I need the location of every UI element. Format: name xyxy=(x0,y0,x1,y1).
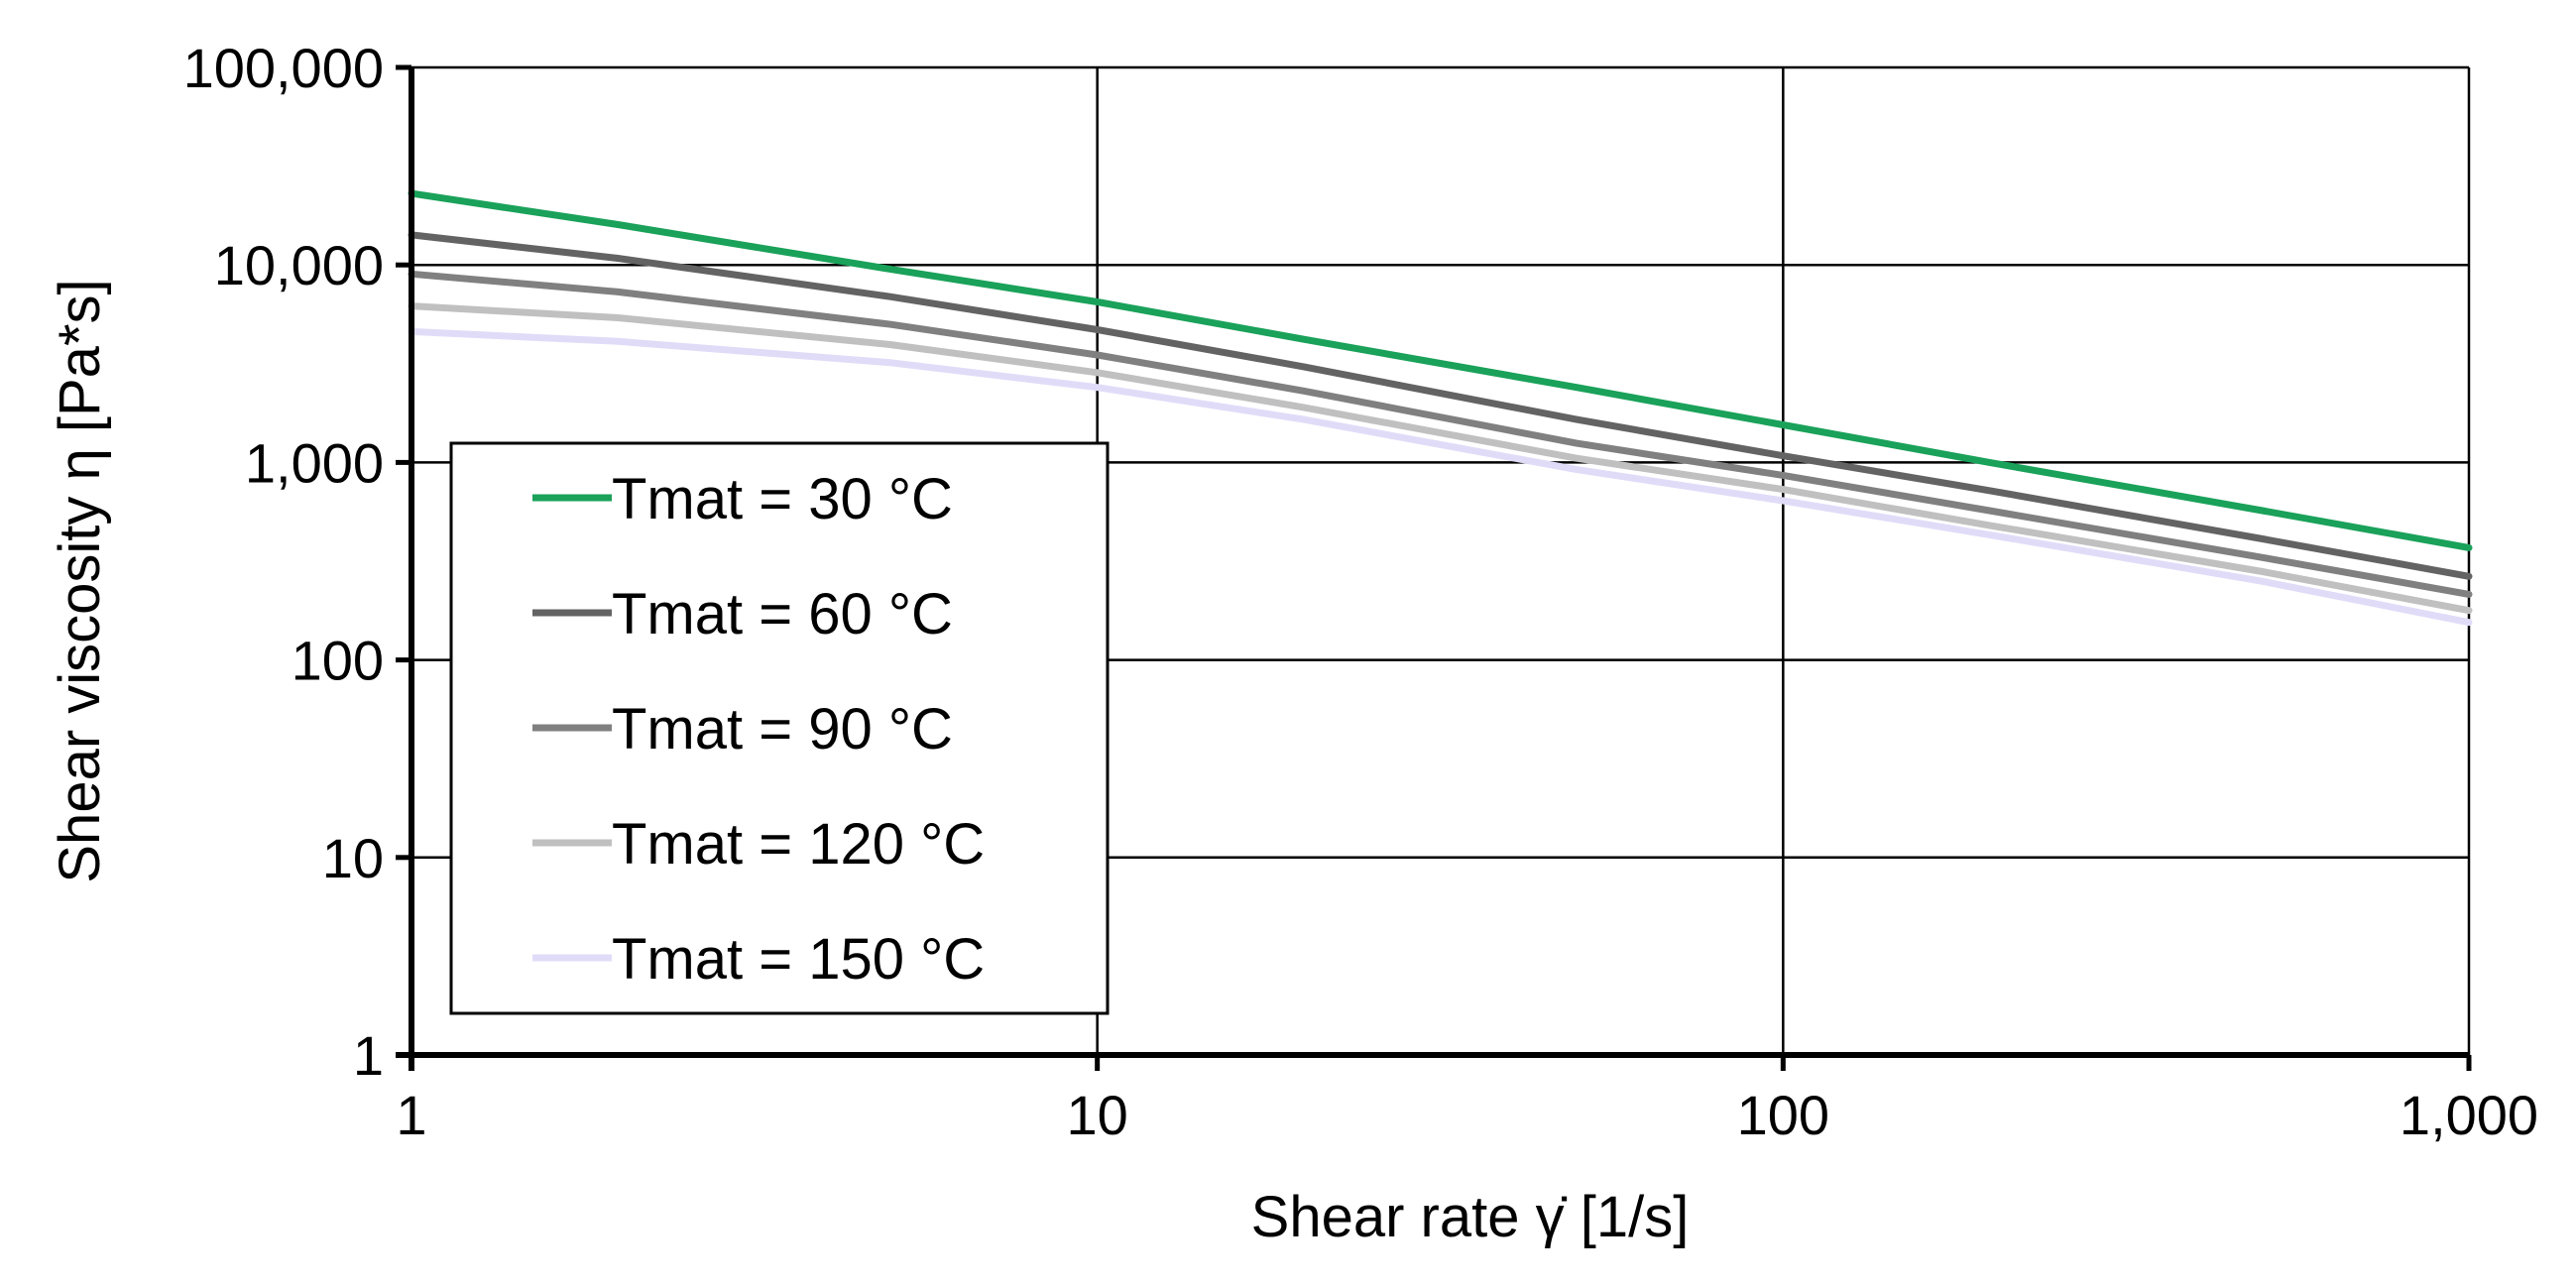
series-lines xyxy=(408,189,2473,627)
series-line-5 xyxy=(408,327,2473,627)
series-line-2 xyxy=(408,231,2473,580)
axes xyxy=(396,64,2472,1071)
legend-label: Tmat = 30 °C xyxy=(612,467,953,531)
y-tick-label: 100 xyxy=(292,630,384,692)
x-tick-label: 10 xyxy=(1067,1084,1128,1146)
y-tick-label: 1,000 xyxy=(245,431,384,494)
legend: Tmat = 30 °C Tmat = 60 °C Tmat = 90 °C Tmat… xyxy=(449,441,1110,1015)
y-tick-label: 100,000 xyxy=(183,37,384,99)
x-tick-label: 1,000 xyxy=(2400,1084,2538,1146)
series-line-4 xyxy=(408,302,2473,615)
legend-label: Tmat = 120 °C xyxy=(612,812,985,877)
x-tick-label: 100 xyxy=(1737,1084,1829,1146)
series-line-1 xyxy=(408,189,2473,551)
y-axis-title: Shear viscosity η [Pa*s] xyxy=(48,279,112,882)
series-line-3 xyxy=(408,270,2473,598)
y-tick-label: 10,000 xyxy=(214,234,384,296)
x-axis-title: Shear rate γ̇ [1/s] xyxy=(1251,1185,1690,1249)
legend-label: Tmat = 60 °C xyxy=(612,582,953,646)
legend-label: Tmat = 90 °C xyxy=(612,697,953,761)
y-tick-label: 1 xyxy=(353,1024,384,1087)
legend-label: Tmat = 150 °C xyxy=(612,927,985,992)
y-tick-label: 10 xyxy=(322,827,384,889)
x-tick-label: 1 xyxy=(396,1084,426,1146)
tick-labels: 1 10 100 1,000 10,000 100,000 1 10 100 1,000 xyxy=(183,37,2539,1146)
